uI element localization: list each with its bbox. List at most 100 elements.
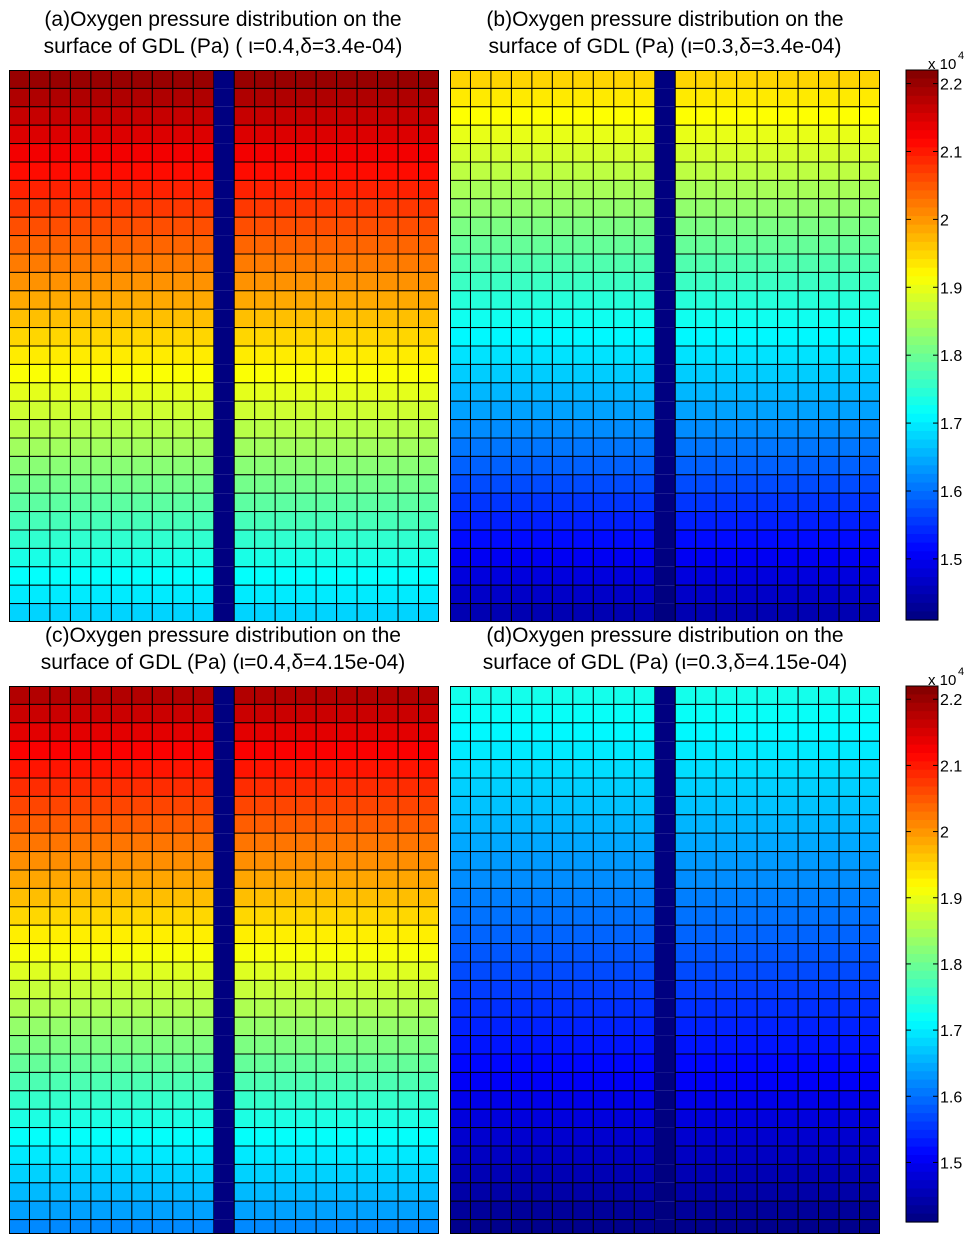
heatmap-cell <box>592 1163 615 1184</box>
heatmap-cell <box>469 106 492 126</box>
heatmap-cell <box>418 492 439 513</box>
heatmap-cell <box>510 70 533 89</box>
heatmap-cell <box>172 161 194 181</box>
heatmap-cell <box>613 584 635 605</box>
heatmap-cell <box>654 1219 676 1234</box>
heatmap-cell <box>131 474 153 494</box>
heatmap-cell <box>172 437 194 457</box>
heatmap-cell <box>397 198 420 218</box>
heatmap-cell <box>315 1053 338 1073</box>
heatmap-cell <box>777 722 799 742</box>
heatmap-cell <box>315 1145 338 1165</box>
heatmap-cell <box>213 686 235 705</box>
heatmap-cell <box>633 943 656 963</box>
heatmap-cell <box>777 869 799 889</box>
heatmap-cell <box>131 308 153 329</box>
heatmap-cell <box>131 437 153 457</box>
heatmap-cell <box>859 253 880 273</box>
heatmap-cell <box>797 327 820 347</box>
heatmap-cell <box>69 1090 92 1110</box>
heatmap-cell <box>818 455 840 476</box>
heatmap-cell <box>336 777 358 797</box>
heatmap-cell <box>295 235 317 255</box>
heatmap-cell <box>131 1035 153 1055</box>
heatmap-cell <box>654 272 676 291</box>
heatmap-cell <box>151 400 174 421</box>
heatmap-cell <box>131 924 153 945</box>
heatmap-cell <box>490 382 512 402</box>
heatmap-cell <box>531 400 553 421</box>
heatmap-cell <box>818 584 840 605</box>
colorbar-segment <box>906 786 938 796</box>
heatmap-cell <box>490 1200 512 1221</box>
heatmap-cell <box>674 740 697 761</box>
heatmap-cell <box>28 1200 51 1221</box>
heatmap-cell <box>110 290 133 310</box>
colorbar-segment <box>906 611 938 621</box>
heatmap-cell <box>777 777 799 797</box>
heatmap-cell <box>233 1145 256 1165</box>
panel-b-title: (b)Oxygen pressure distribution on the s… <box>444 6 886 60</box>
heatmap-cell <box>418 1035 439 1055</box>
heatmap-cell <box>531 1219 553 1234</box>
heatmap-cell <box>131 887 153 908</box>
heatmap-cell <box>213 833 235 852</box>
heatmap-cell <box>274 777 297 797</box>
heatmap-cell <box>715 290 738 310</box>
heatmap-cell <box>295 998 317 1018</box>
colorbar-segment <box>906 1213 938 1223</box>
heatmap-cell <box>397 851 420 871</box>
heatmap-cell <box>9 1145 30 1165</box>
heatmap-cell <box>838 1090 861 1110</box>
heatmap-cell <box>510 924 533 945</box>
heatmap-cell <box>695 686 717 705</box>
colorbar-segment <box>906 310 938 320</box>
heatmap-cell <box>336 419 358 439</box>
heatmap-cell <box>110 1090 133 1110</box>
heatmap-cell <box>695 722 717 742</box>
heatmap-cell <box>551 1090 574 1110</box>
heatmap-cell <box>213 1035 235 1054</box>
heatmap-cell <box>633 869 656 889</box>
heatmap-cell <box>233 363 256 384</box>
heatmap-cell <box>233 179 256 200</box>
heatmap-cell <box>797 1016 820 1037</box>
heatmap-cell <box>90 198 112 218</box>
heatmap-cell <box>859 851 880 871</box>
heatmap-cell <box>28 1071 51 1092</box>
heatmap-cell <box>777 161 799 181</box>
heatmap-cell <box>397 1145 420 1165</box>
heatmap-cell <box>274 143 297 163</box>
heatmap-cell <box>674 1016 697 1037</box>
colorbar-segment <box>906 112 938 123</box>
heatmap-cell <box>572 179 594 200</box>
heatmap-cell <box>490 795 512 816</box>
heatmap-cell <box>715 253 738 273</box>
heatmap-cell <box>295 566 317 586</box>
heatmap-cell <box>756 1035 779 1055</box>
heatmap-cell <box>110 703 133 724</box>
heatmap-cell <box>213 474 235 494</box>
heatmap-cell <box>510 400 533 421</box>
heatmap-cell <box>110 87 133 108</box>
heatmap-cell <box>377 566 399 586</box>
heatmap-cell <box>131 979 153 1000</box>
heatmap-cell <box>90 1219 112 1234</box>
heatmap-cell <box>90 492 112 513</box>
heatmap-cell <box>295 887 317 908</box>
heatmap-cell <box>90 529 112 549</box>
heatmap-cell <box>397 271 420 292</box>
heatmap-cell <box>633 1219 656 1234</box>
heatmap-cell <box>336 795 358 816</box>
heatmap-cell <box>469 1145 492 1165</box>
heatmap-cell <box>490 584 512 605</box>
heatmap-cell <box>192 584 215 605</box>
colorbar-segment <box>906 1062 938 1072</box>
heatmap-cell <box>131 1090 153 1110</box>
heatmap-cell <box>315 703 338 724</box>
heatmap-cell <box>654 1072 676 1091</box>
heatmap-cell <box>818 887 840 908</box>
heatmap-cell <box>715 759 738 779</box>
heatmap-cell <box>151 492 174 513</box>
heatmap-cell <box>490 106 512 126</box>
